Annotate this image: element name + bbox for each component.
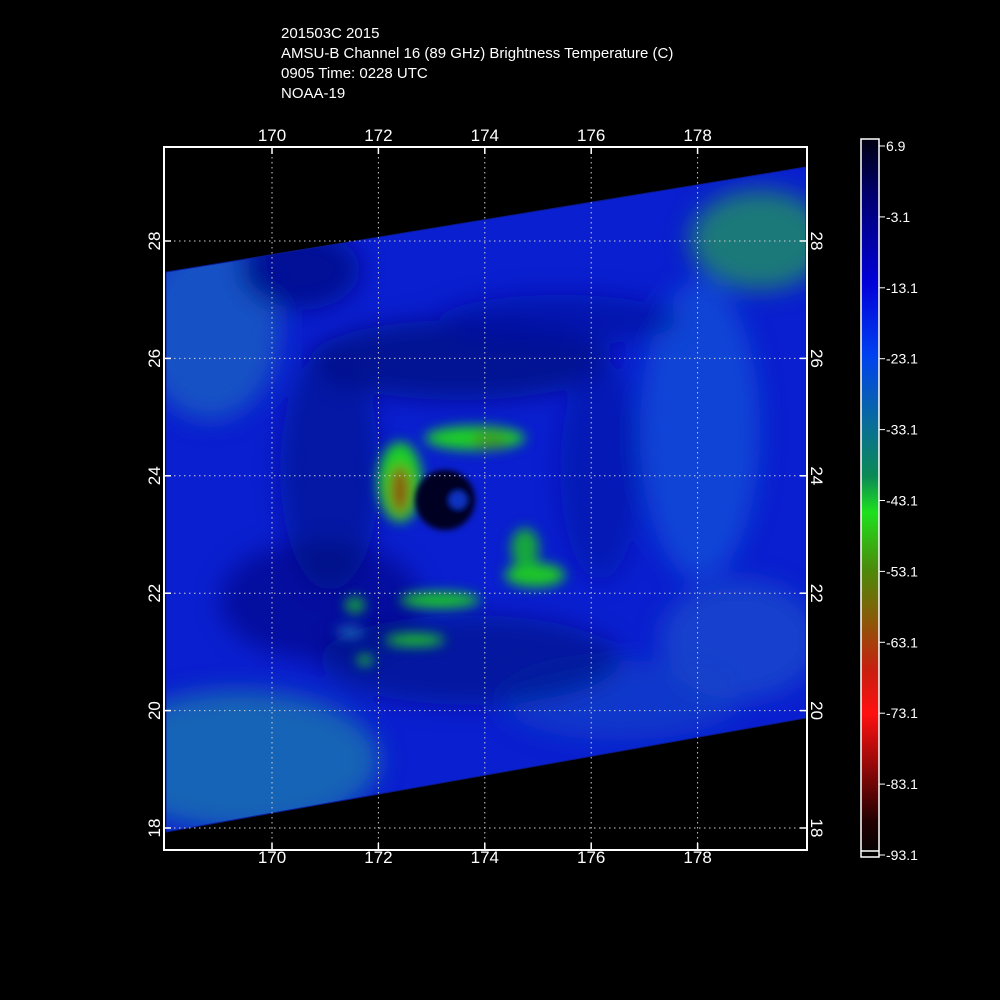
lon-label-bottom: 178 xyxy=(683,848,711,867)
lon-label-top: 170 xyxy=(258,126,286,145)
colorbar-label: -23.1 xyxy=(886,351,918,367)
lat-label-left: 28 xyxy=(145,232,164,251)
satellite-swath xyxy=(166,167,806,832)
lon-label-top: 178 xyxy=(683,126,711,145)
lon-label-top: 174 xyxy=(471,126,499,145)
lat-label-left: 20 xyxy=(145,701,164,720)
colorbar-labels: 6.9 -3.1 -13.1 -23.1 -33.1 -43.1 -53.1 -63.1 -73… xyxy=(879,138,918,863)
lon-label-top: 176 xyxy=(577,126,605,145)
lon-label-bottom: 170 xyxy=(258,848,286,867)
storm-id-line: 201503C 2015 xyxy=(281,25,380,42)
plot-header: 201503C 2015 AMSU-B Channel 16 (89 GHz) … xyxy=(281,24,673,104)
lat-label-right: 20 xyxy=(807,701,826,720)
time-line: 0905 Time: 0228 UTC xyxy=(281,65,428,82)
lon-label-bottom: 176 xyxy=(577,848,605,867)
colorbar-label: -83.1 xyxy=(886,776,918,792)
colorbar-label: -73.1 xyxy=(886,705,918,721)
colorbar-label: 6.9 xyxy=(886,138,906,154)
lat-lon-grid xyxy=(164,147,807,850)
colorbar-border xyxy=(860,138,880,858)
lat-label-right: 18 xyxy=(807,819,826,838)
colorbar-label: -13.1 xyxy=(886,280,918,296)
lon-label-bottom: 172 xyxy=(364,848,392,867)
colorbar-label: -93.1 xyxy=(886,847,918,863)
colorbar-ramp xyxy=(861,139,879,857)
lat-label-right: 28 xyxy=(807,232,826,251)
colorbar-label: -3.1 xyxy=(886,209,910,225)
lat-label-left: 24 xyxy=(145,466,164,485)
lat-label-left: 18 xyxy=(145,819,164,838)
colorbar-label: -53.1 xyxy=(886,563,918,579)
colorbar-label: -43.1 xyxy=(886,493,918,509)
lon-label-bottom: 174 xyxy=(471,848,499,867)
colorbar-label: -63.1 xyxy=(886,634,918,650)
colorbar: 6.9 -3.1 -13.1 -23.1 -33.1 -43.1 -53.1 -63.1 -73… xyxy=(860,138,918,863)
colorbar-label: -33.1 xyxy=(886,422,918,438)
lat-label-left: 26 xyxy=(145,349,164,368)
axis-ticks: 170 170 172 172 174 174 176 176 178 178 18 18 20 20 22… xyxy=(145,126,826,867)
lat-label-right: 26 xyxy=(807,349,826,368)
lat-label-left: 22 xyxy=(145,584,164,603)
product-title: AMSU-B Channel 16 (89 GHz) Brightness Te… xyxy=(281,45,674,62)
lat-label-right: 22 xyxy=(807,584,826,603)
lat-label-right: 24 xyxy=(807,466,826,485)
lon-label-top: 172 xyxy=(364,126,392,145)
satellite-name: NOAA-19 xyxy=(281,85,346,102)
